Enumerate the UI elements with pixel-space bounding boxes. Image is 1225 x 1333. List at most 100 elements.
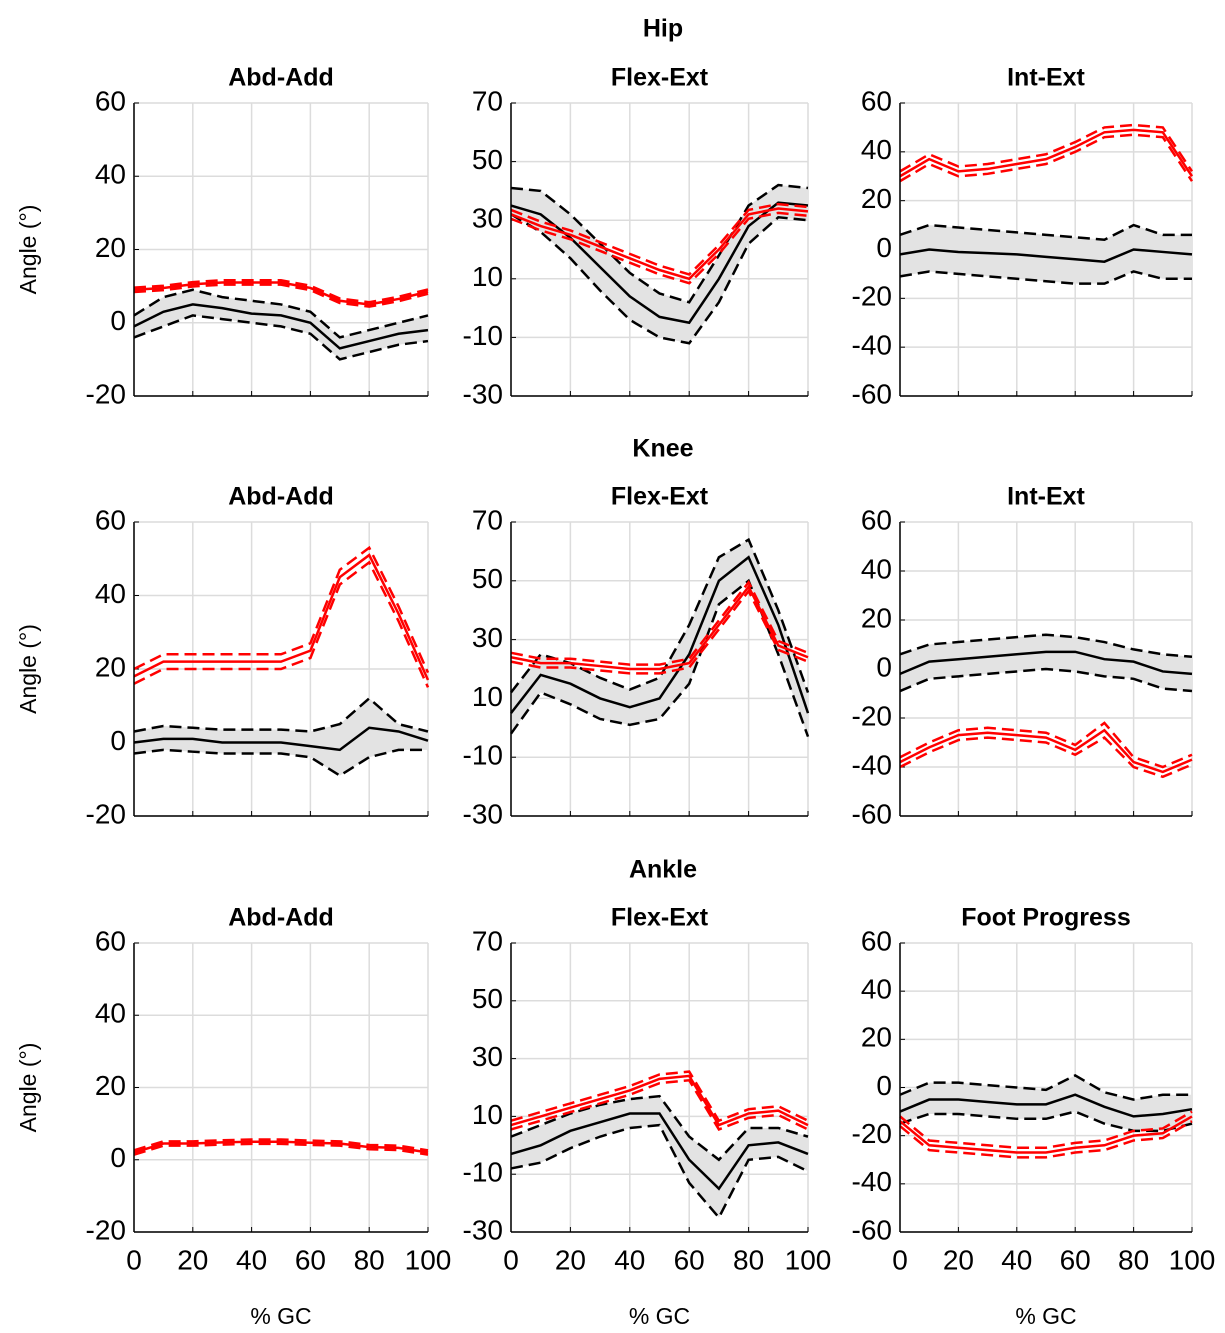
- x-tick-label: 20: [555, 1244, 586, 1275]
- y-tick-label: 30: [472, 203, 503, 234]
- line-values: [133, 553, 430, 681]
- chart-title: Abd-Add: [228, 904, 334, 932]
- line-upper: [133, 279, 429, 304]
- line-values: [510, 584, 809, 671]
- line-lower: [133, 314, 429, 361]
- y-tick-label: -20: [86, 378, 126, 409]
- chart-title: Int-Ext: [1007, 64, 1085, 92]
- line-values: [899, 248, 1193, 263]
- line-values: [510, 1112, 809, 1191]
- y-tick-label: -10: [463, 320, 503, 351]
- x-tick-label: 40: [614, 1244, 645, 1275]
- line-upper: [899, 633, 1193, 658]
- chart-title: Foot Progress: [961, 904, 1130, 932]
- y-tick-label: -40: [852, 749, 892, 780]
- x-axis-label: % GC: [1015, 1303, 1076, 1329]
- y-tick-label: 20: [861, 602, 892, 633]
- y-tick-label: 0: [876, 1070, 892, 1101]
- chart-title: Flex-Ext: [611, 904, 709, 932]
- y-tick-label: -60: [852, 798, 892, 829]
- line-values: [133, 1140, 429, 1154]
- line-values: [899, 128, 1194, 178]
- line-upper: [899, 123, 1194, 173]
- y-tick-label: 20: [95, 232, 126, 263]
- y-tick-label: 0: [110, 1142, 126, 1173]
- line-lower: [510, 213, 809, 345]
- chart-title: Flex-Ext: [611, 483, 709, 511]
- line-values: [133, 281, 429, 306]
- line-upper: [510, 537, 810, 694]
- y-tick-label: 0: [110, 725, 126, 756]
- x-tick-label: 20: [177, 1244, 208, 1275]
- line-upper: [510, 1094, 809, 1162]
- section-title: Hip: [643, 15, 683, 43]
- y-tick-label: -60: [852, 1214, 892, 1245]
- y-tick-label: -20: [86, 798, 126, 829]
- y-tick-label: -20: [86, 1214, 126, 1245]
- x-tick-label: 40: [236, 1244, 267, 1275]
- y-tick-label: 20: [861, 1022, 892, 1053]
- y-tick-label: 30: [472, 622, 503, 653]
- line-values: [510, 1074, 809, 1127]
- chart-title: Int-Ext: [1007, 483, 1085, 511]
- line-lower: [510, 1078, 809, 1131]
- y-tick-label: 50: [472, 983, 503, 1014]
- line-values: [510, 201, 809, 325]
- y-tick-label: -10: [463, 740, 503, 771]
- y-tick-label: 70: [472, 85, 503, 116]
- line-upper: [899, 721, 1193, 769]
- line-values: [510, 555, 810, 714]
- x-tick-label: 100: [405, 1244, 452, 1275]
- y-tick-label: 10: [472, 261, 503, 292]
- y-tick-label: 60: [95, 85, 126, 116]
- line-values: [510, 207, 809, 281]
- line-upper: [899, 1110, 1193, 1149]
- x-tick-label: 100: [785, 1244, 832, 1275]
- line-lower: [510, 588, 809, 675]
- y-tick-label: 20: [95, 1070, 126, 1101]
- y-tick-label: 40: [95, 159, 126, 190]
- x-tick-label: 60: [295, 1244, 326, 1275]
- y-tick-label: -30: [463, 378, 503, 409]
- y-tick-label: -30: [463, 798, 503, 829]
- line-lower: [510, 1123, 809, 1220]
- line-values: [899, 728, 1193, 774]
- y-tick-label: 10: [472, 681, 503, 712]
- line-lower: [133, 748, 428, 778]
- x-tick-label: 60: [1060, 1244, 1091, 1275]
- line-values: [899, 650, 1193, 676]
- line-lower: [899, 667, 1193, 693]
- y-tick-label: -30: [463, 1214, 503, 1245]
- line-lower: [899, 1120, 1193, 1159]
- x-axis-label: % GC: [250, 1303, 311, 1329]
- line-upper: [133, 696, 429, 733]
- y-tick-label: -10: [463, 1157, 503, 1188]
- x-tick-label: 40: [1001, 1244, 1032, 1275]
- y-tick-label: 70: [472, 925, 503, 956]
- line-upper: [133, 288, 429, 339]
- x-tick-label: 80: [733, 1244, 764, 1275]
- y-tick-label: 40: [861, 553, 892, 584]
- line-lower: [899, 1110, 1193, 1133]
- y-tick-label: 40: [861, 134, 892, 165]
- x-tick-label: 80: [1118, 1244, 1149, 1275]
- x-tick-label: 20: [943, 1244, 974, 1275]
- y-tick-label: 60: [95, 925, 126, 956]
- line-upper: [510, 1070, 809, 1123]
- line-upper: [899, 1074, 1192, 1101]
- x-tick-label: 0: [892, 1244, 908, 1275]
- y-tick-label: 60: [861, 925, 892, 956]
- y-axis-label: Angle (°): [15, 624, 41, 714]
- y-tick-label: 40: [95, 998, 126, 1029]
- band: [511, 539, 808, 737]
- line-values: [133, 726, 429, 752]
- band: [511, 185, 808, 344]
- band: [900, 225, 1192, 284]
- line-values: [899, 1093, 1193, 1118]
- y-tick-label: 60: [95, 504, 126, 535]
- section-title: Knee: [632, 435, 693, 463]
- y-tick-label: 0: [110, 305, 126, 336]
- y-tick-label: 0: [876, 651, 892, 682]
- y-tick-label: 0: [876, 232, 892, 263]
